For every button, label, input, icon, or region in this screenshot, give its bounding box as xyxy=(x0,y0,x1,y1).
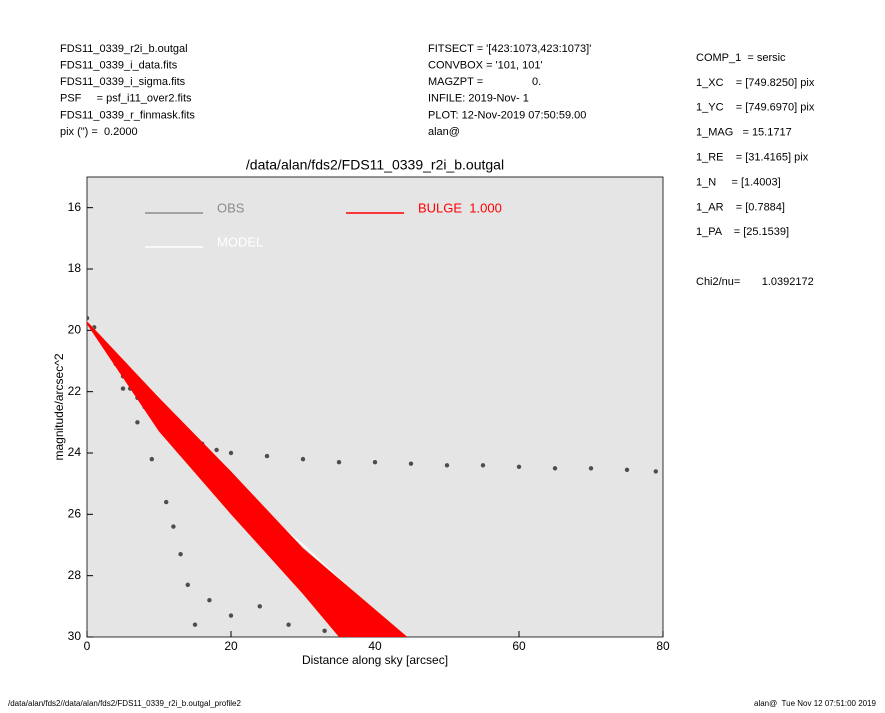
header-line: PSF = psf_i11_over2.fits xyxy=(60,93,192,105)
param-line: 1_YC = [749.6970] pix xyxy=(696,102,815,114)
obs-point xyxy=(135,420,140,425)
header-line: PLOT: 12-Nov-2019 07:50:59.00 xyxy=(428,109,586,121)
y-tick-label: 26 xyxy=(68,507,82,521)
obs-point xyxy=(322,628,327,634)
obs-point xyxy=(207,598,212,603)
param-line: 1_MAG = 15.1717 xyxy=(696,127,792,139)
header-line: FDS11_0339_i_data.fits xyxy=(60,60,178,72)
x-tick-label: 60 xyxy=(512,639,526,653)
obs-point xyxy=(552,466,558,471)
header-line: CONVBOX = '101, 101' xyxy=(428,60,543,72)
footer-left: /data/alan/fds2//data/alan/fds2/FDS11_03… xyxy=(8,699,241,708)
header-line: MAGZPT = 0. xyxy=(428,76,541,88)
obs-point xyxy=(228,450,234,456)
chi2: Chi2/nu= 1.0392172 xyxy=(696,276,814,288)
legend-label: BULGE 1.000 xyxy=(418,200,502,215)
obs-point xyxy=(336,460,342,465)
param-line: 1_AR = [0.7884] xyxy=(696,201,785,213)
plot-content xyxy=(87,315,658,637)
obs-point xyxy=(228,613,234,618)
obs-point xyxy=(192,622,198,627)
y-tick-label: 28 xyxy=(68,568,82,582)
obs-point xyxy=(624,467,630,473)
y-tick-label: 18 xyxy=(68,261,82,275)
obs-point xyxy=(588,466,594,471)
plot-area xyxy=(86,176,664,638)
chart-title: /data/alan/fds2/FDS11_0339_r2i_b.outgal xyxy=(246,157,504,173)
obs-point xyxy=(372,460,378,465)
header-line: FDS11_0339_i_sigma.fits xyxy=(60,76,186,88)
y-tick-label: 16 xyxy=(68,200,82,214)
x-axis-label: Distance along sky [arcsec] xyxy=(302,653,448,667)
legend-label: MODEL xyxy=(217,234,263,249)
obs-point xyxy=(480,463,486,468)
param-line: 1_RE = [31.4165] pix xyxy=(696,152,809,164)
y-tick-label: 24 xyxy=(68,445,82,459)
y-axis-label: magnitude/arcsec^2 xyxy=(52,353,66,460)
x-tick-label: 40 xyxy=(368,639,382,653)
obs-point xyxy=(178,552,183,557)
obs-point xyxy=(87,315,90,321)
obs-point xyxy=(300,456,306,462)
x-tick-label: 0 xyxy=(84,639,91,653)
obs-point xyxy=(185,582,190,588)
obs-point xyxy=(264,453,270,459)
legend-label: OBS xyxy=(217,200,245,215)
obs-point xyxy=(286,622,291,627)
obs-point xyxy=(164,499,169,505)
obs-point xyxy=(257,604,262,609)
param-line: 1_XC = [749.8250] pix xyxy=(696,77,815,89)
footer-right: alan@ Tue Nov 12 07:51:00 2019 xyxy=(754,699,877,708)
obs-point xyxy=(120,386,126,391)
header-line: FDS11_0339_r2i_b.outgal xyxy=(60,43,188,55)
obs-point xyxy=(149,456,154,462)
obs-point xyxy=(214,447,219,453)
obs-point xyxy=(653,469,658,474)
obs-point xyxy=(171,524,176,529)
header-line: FDS11_0339_r_finmask.fits xyxy=(60,109,195,121)
x-tick-label: 20 xyxy=(224,639,238,653)
x-tick-label: 80 xyxy=(656,639,670,653)
y-tick-label: 20 xyxy=(68,323,82,337)
param-line: COMP_1 = sersic xyxy=(696,52,786,64)
obs-point xyxy=(408,461,414,466)
param-line: 1_N = [1.4003] xyxy=(696,176,781,188)
param-line: 1_PA = [25.1539] xyxy=(696,226,789,238)
header-line: FITSECT = '[423:1073,423:1073]' xyxy=(428,43,591,55)
obs-point xyxy=(516,464,522,469)
header-line: pix (") = 0.2000 xyxy=(60,126,138,138)
header-line: alan@ xyxy=(428,126,460,138)
y-tick-label: 30 xyxy=(68,629,82,643)
header-line: INFILE: 2019-Nov- 1 xyxy=(428,93,529,105)
obs-point xyxy=(444,463,450,468)
y-tick-label: 22 xyxy=(68,384,82,398)
